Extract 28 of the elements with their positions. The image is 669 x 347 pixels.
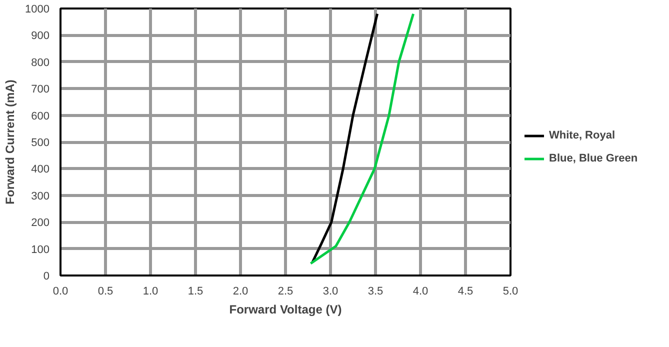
x-tick-label: 3.0	[322, 286, 338, 298]
y-tick-label: 100	[31, 244, 50, 256]
x-tick-label: 1.0	[142, 286, 158, 298]
x-tick-label: 0.5	[98, 286, 114, 298]
x-tick-label: 5.0	[502, 286, 518, 298]
y-tick-label: 500	[31, 137, 50, 149]
y-axis-title: Forward Current (mA)	[3, 80, 18, 204]
legend-label: White, Royal	[549, 130, 616, 142]
legend-label: Blue, Blue Green	[549, 152, 638, 164]
x-axis-title: Forward Voltage (V)	[229, 302, 342, 316]
x-tick-label: 4.5	[458, 286, 474, 298]
line-series	[311, 12, 379, 264]
y-tick-label: 0	[43, 270, 50, 282]
x-tick-label: 4.0	[412, 286, 428, 298]
y-tick-label: 800	[31, 56, 50, 69]
x-tick-label: 2.0	[232, 286, 248, 298]
y-tick-label: 600	[31, 110, 50, 122]
x-tick-label: 2.5	[278, 286, 294, 298]
x-tick-label: 0.0	[52, 286, 68, 298]
y-tick-label: 700	[31, 84, 50, 96]
x-tick-label: 1.5	[188, 286, 204, 298]
y-tick-label: 900	[31, 30, 50, 42]
y-tick-label: 300	[31, 190, 50, 202]
y-tick-label: 1000	[25, 4, 50, 16]
y-tick-label: 400	[31, 164, 50, 176]
x-tick-label: 3.5	[368, 286, 384, 298]
line-series	[309, 12, 415, 265]
y-tick-label: 200	[31, 217, 50, 230]
